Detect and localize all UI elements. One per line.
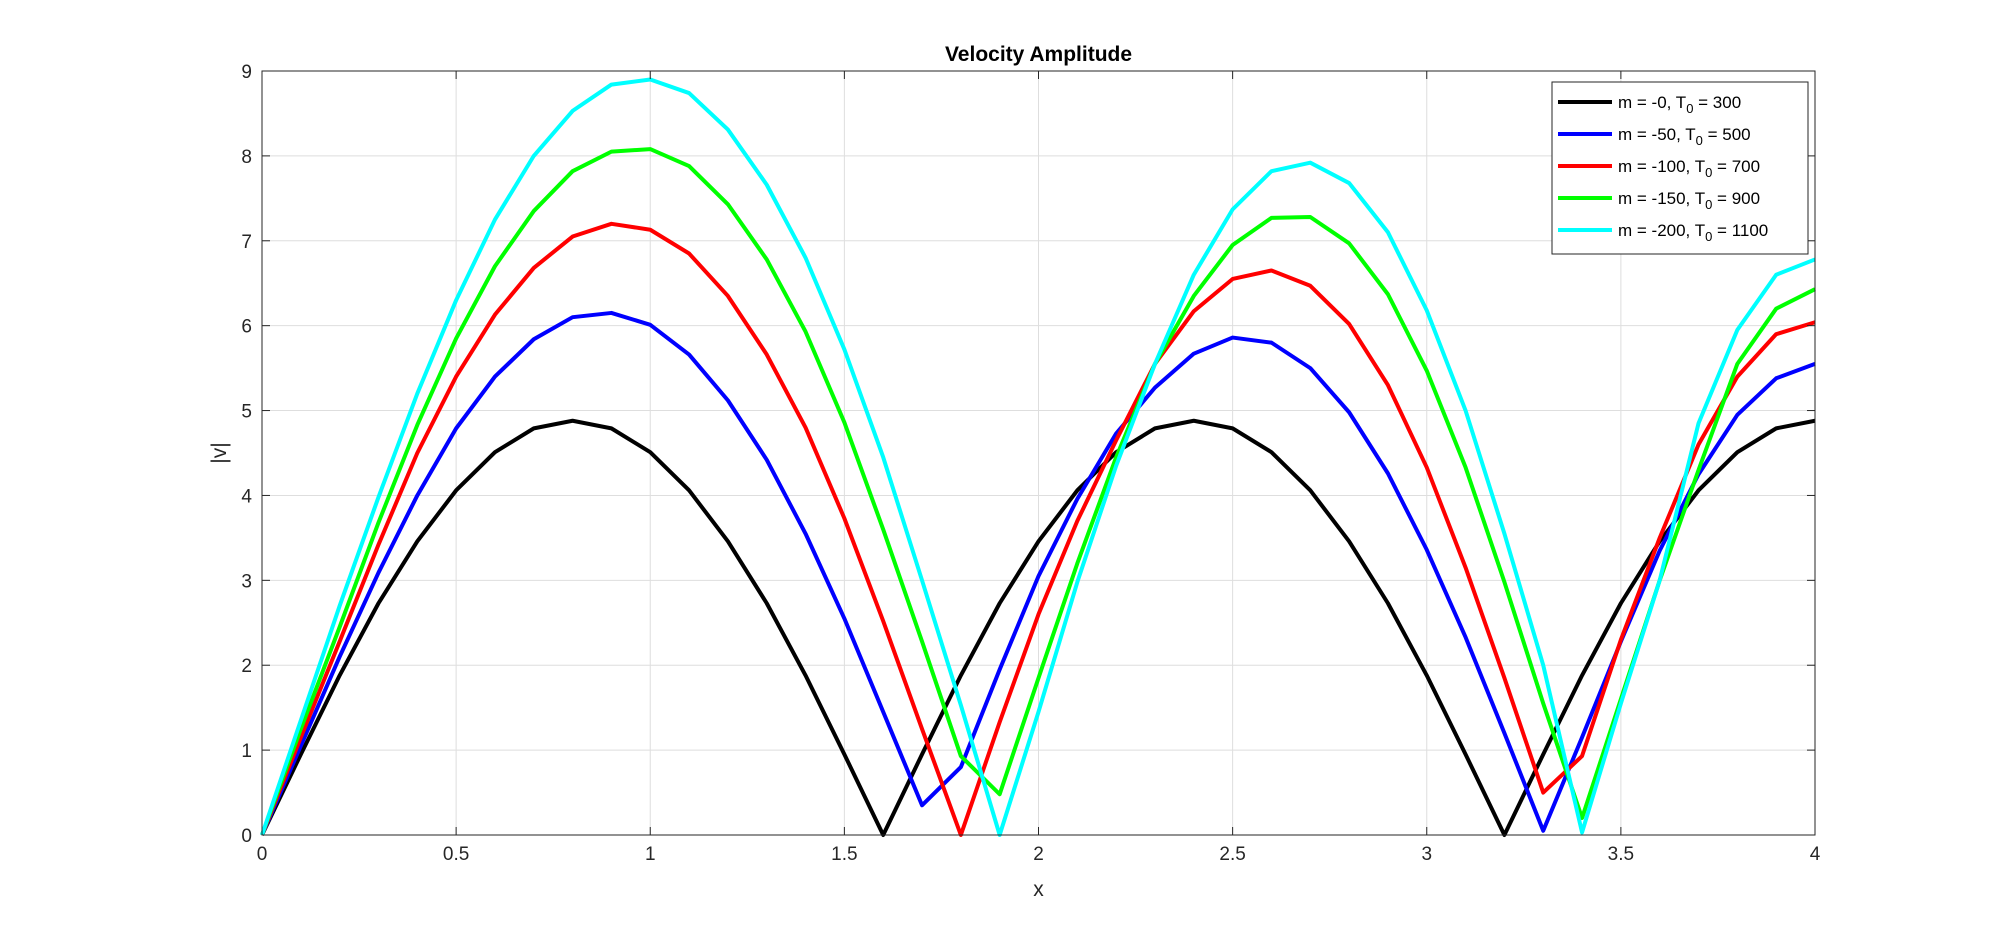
x-tick-label: 0.5 [443,844,469,865]
legend-entry: m = -100, T0 = 700 [1618,157,1760,180]
legend: m = -0, T0 = 300 m = -50, T0 = 500 m = -10… [1551,81,1809,255]
y-tick-label: 6 [241,317,252,338]
x-tick-label: 3 [1421,844,1432,865]
chart-title: Velocity Amplitude [945,43,1132,66]
x-tick-label: 0 [257,844,268,865]
y-tick-label: 4 [241,486,252,507]
y-tick-label: 1 [241,741,252,762]
legend-entry: m = -0, T0 = 300 [1618,93,1741,116]
series-lines [260,77,1816,837]
series-line-3 [260,221,1816,837]
x-tick-label: 2.5 [1219,844,1245,865]
y-tick-label: 8 [241,147,252,168]
legend-entry: m = -200, T0 = 1100 [1618,221,1768,244]
series-line-2 [260,310,1816,836]
x-tick-label: 2 [1033,844,1044,865]
y-tick-label: 3 [241,571,252,592]
x-tick-label: 1.5 [831,844,857,865]
x-tick-label: 1 [645,844,656,865]
legend-entry: m = -50, T0 = 500 [1618,125,1751,148]
x-axis-label: x [1033,878,1044,901]
x-tick-label: 3.5 [1608,844,1634,865]
y-tick-label: 5 [241,402,252,423]
y-tick-label: 0 [241,826,252,847]
y-tick-label: 2 [241,656,252,677]
y-axis-label: |v| [208,442,231,463]
series-line-4 [260,147,1816,836]
legend-entry: m = -150, T0 = 900 [1618,189,1760,212]
axis-ticks: 0 0.5 1 1.5 2 2.5 3 3.5 4 0 1 2 3 4 5 6 7 8 9 [241,62,1820,865]
x-tick-label: 4 [1810,844,1821,865]
y-tick-label: 9 [241,62,252,83]
series-line-5 [260,77,1816,837]
y-tick-label: 7 [241,232,252,253]
